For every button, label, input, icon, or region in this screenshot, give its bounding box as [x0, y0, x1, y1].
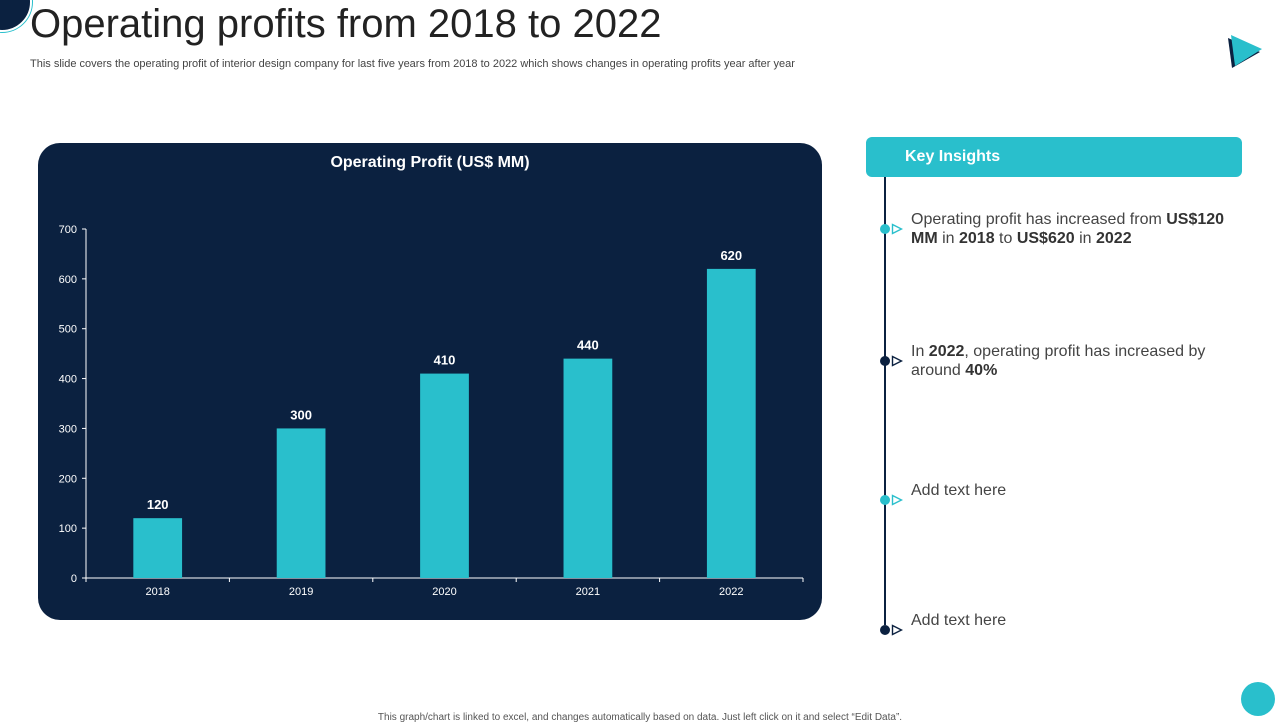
key-insights-header: Key Insights — [866, 137, 1242, 177]
bar-2020[interactable] — [420, 373, 469, 578]
bars: 120 300 410 440 620 — [133, 248, 756, 578]
x-axis: 2018 2019 2020 2021 2022 — [85, 577, 804, 598]
y-axis: 0 100 200 300 400 500 600 700 — [59, 224, 87, 585]
insight-fragment: in — [937, 230, 959, 247]
insight-fragment: Operating profit has increased from — [911, 211, 1167, 228]
triangle-arrow-icon — [891, 494, 903, 506]
corner-decoration — [0, 0, 32, 32]
y-tick-label: 200 — [59, 473, 77, 485]
bar-2022[interactable] — [706, 268, 756, 578]
footer-note: This graph/chart is linked to excel, and… — [377, 712, 903, 723]
page-subtitle: This slide covers the operating profit o… — [30, 58, 795, 70]
timeline-dot-icon — [880, 224, 890, 234]
data-label-2018: 120 — [147, 497, 169, 512]
bar-2021[interactable] — [563, 358, 613, 578]
insight-fragment: , operating profit has increased by arou… — [911, 343, 1206, 379]
y-tick-label: 100 — [59, 523, 77, 535]
data-label-2021: 440 — [577, 338, 599, 353]
insight-text-2: In 2022, operating profit has increased … — [911, 342, 1241, 380]
x-tick-label: 2022 — [719, 586, 743, 598]
x-tick-label: 2018 — [145, 586, 169, 598]
page-title: Operating profits from 2018 to 2022 — [30, 2, 662, 46]
bar-2019[interactable] — [276, 428, 326, 578]
insight-text-3: Add text here — [911, 481, 1241, 500]
corner-circle-decoration — [1241, 682, 1275, 716]
timeline-dot-icon — [880, 495, 890, 505]
chart-title: Operating Profit (US$ MM) — [330, 154, 529, 171]
insight-fragment: Add text here — [911, 482, 1007, 499]
data-label-2022: 620 — [720, 248, 742, 263]
y-tick-label: 500 — [59, 324, 77, 336]
insight-text-4: Add text here — [911, 611, 1241, 630]
insight-highlight: 2018 — [959, 230, 995, 247]
x-tick-label: 2020 — [432, 586, 456, 598]
key-insights-title: Key Insights — [905, 148, 1001, 165]
timeline-line — [884, 177, 886, 625]
insight-fragment: Add text here — [911, 612, 1007, 629]
triangle-arrow-icon — [891, 223, 903, 235]
timeline-dot-icon — [880, 625, 890, 635]
bar-2018[interactable] — [133, 518, 183, 578]
x-tick-label: 2019 — [289, 586, 313, 598]
insight-highlight: 40% — [965, 362, 998, 379]
y-tick-label: 700 — [59, 224, 77, 236]
insight-fragment: In — [911, 343, 929, 360]
data-label-2020: 410 — [434, 353, 456, 368]
triangle-arrow-icon — [891, 624, 903, 636]
insight-highlight: US$120 MM — [911, 211, 1225, 247]
data-label-2019: 300 — [290, 407, 312, 422]
bar-chart: Operating Profit (US$ MM) 0 100 200 300 400 5… — [59, 154, 804, 598]
triangle-arrow-icon — [891, 355, 903, 367]
chart-panel[interactable]: Operating Profit (US$ MM) 0 100 200 300 400 5… — [38, 143, 822, 620]
y-tick-label: 0 — [71, 573, 77, 585]
insight-highlight: 2022 — [1096, 230, 1132, 247]
insight-fragment: to — [994, 230, 1017, 247]
insight-highlight: 2022 — [928, 343, 965, 360]
play-logo-icon — [1228, 35, 1262, 68]
timeline-dot-icon — [880, 356, 890, 366]
y-tick-label: 400 — [59, 374, 77, 386]
y-tick-label: 300 — [59, 423, 77, 435]
x-tick-label: 2021 — [576, 586, 600, 598]
insight-fragment: in — [1074, 230, 1096, 247]
insight-highlight: US$620 — [1016, 230, 1075, 247]
insight-text-1: Operating profit has increased from US$1… — [911, 210, 1241, 248]
y-tick-label: 600 — [59, 274, 77, 286]
